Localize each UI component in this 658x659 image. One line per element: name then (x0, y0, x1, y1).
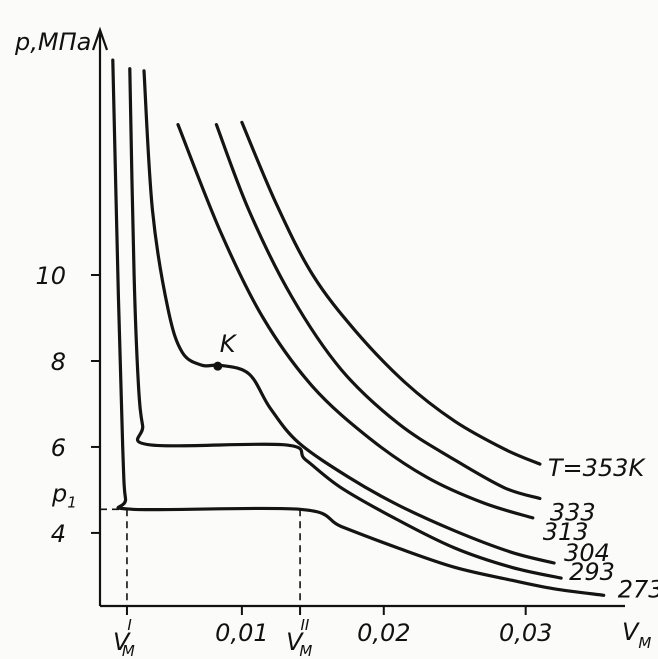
y-tick-label: 10 (35, 262, 66, 290)
critical-point-marker (213, 361, 223, 371)
series-label-333: 333 (550, 499, 596, 527)
x-tick-label: 0,01 (215, 619, 268, 647)
isotherm-313 (176, 123, 535, 520)
y-axis-label: p,МПа (14, 28, 91, 56)
series-label-304: 304 (564, 539, 610, 567)
isotherm-304 (142, 69, 556, 565)
p1-label: p1 (51, 479, 77, 511)
isotherm-353 (240, 120, 542, 466)
y-tick-label: 6 (51, 434, 66, 462)
series-label-353: T=353K (548, 454, 647, 482)
series-label-313: 313 (543, 518, 589, 546)
v-mark-label: VI M (113, 616, 135, 659)
isotherm-333 (214, 123, 542, 501)
critical-point-label: K (220, 330, 238, 358)
x-tick-label: 0,03 (499, 619, 552, 647)
isotherm-293 (128, 67, 563, 580)
y-tick-label: 4 (51, 520, 66, 548)
y-tick-label: 8 (51, 348, 66, 376)
series-label-273: 273 (618, 575, 658, 603)
x-tick-label: 0,02 (357, 619, 410, 647)
x-axis-label: VM (622, 618, 651, 652)
v-mark-label: VII M (286, 616, 312, 659)
series-label-293: 293 (569, 558, 615, 586)
y-axis (91, 26, 109, 606)
isotherm-273 (111, 58, 606, 597)
